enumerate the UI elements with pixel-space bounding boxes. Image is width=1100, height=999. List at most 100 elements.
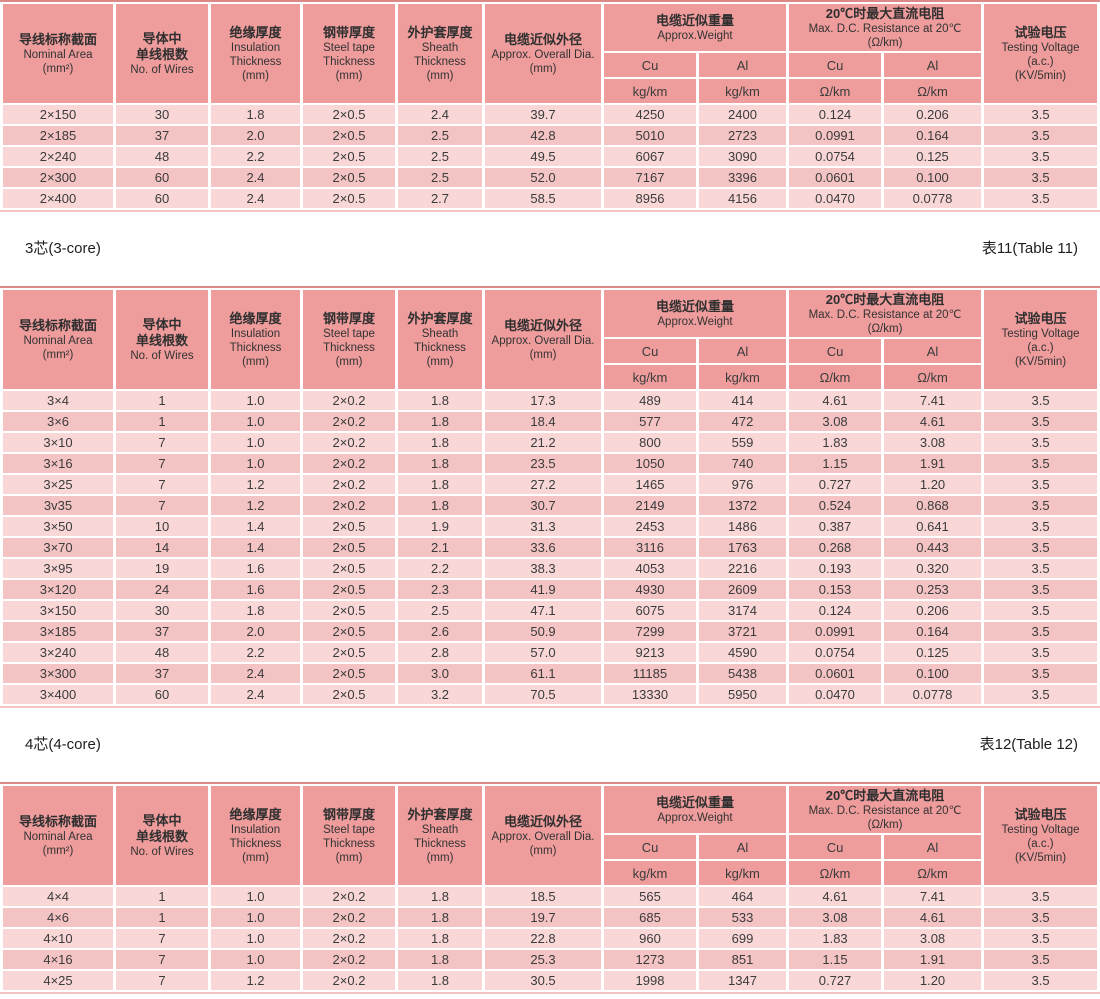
cell-testing-voltage: 3.5 [984, 517, 1098, 536]
header-weight-group: 电缆近似重量 Approx.Weight [604, 290, 787, 337]
cell-testing-voltage: 3.5 [984, 105, 1098, 124]
cell-insulation-thickness: 1.2 [211, 475, 300, 494]
cell-steel-tape-thickness: 2×0.2 [303, 887, 395, 906]
cell-sheath-thickness: 3.0 [398, 664, 482, 683]
cell-sheath-thickness: 1.8 [398, 391, 482, 410]
header-insulation-thickness: 绝缘厚度 Insulation Thickness (mm) [211, 290, 300, 389]
cell-overall-dia: 18.4 [485, 412, 601, 431]
cell-weight-cu: 6075 [604, 601, 696, 620]
cell-weight-cu: 3116 [604, 538, 696, 557]
cell-resistance-al: 0.253 [884, 580, 982, 599]
cell-sheath-thickness: 1.8 [398, 929, 482, 948]
cell-steel-tape-thickness: 2×0.2 [303, 475, 395, 494]
cell-sheath-thickness: 2.2 [398, 559, 482, 578]
cell-testing-voltage: 3.5 [984, 126, 1098, 145]
header-resistance-group: 20℃时最大直流电阻 Max. D.C. Resistance at 20℃ (… [789, 4, 982, 51]
section-bar: 4芯(4-core) 表12(Table 12) [0, 734, 1100, 756]
header-resistance-al: Al [884, 339, 982, 363]
cell-nominal-area: 2×240 [3, 147, 113, 166]
cell-resistance-al: 0.100 [884, 664, 982, 683]
cell-steel-tape-thickness: 2×0.5 [303, 538, 395, 557]
table-row: 3×50 10 1.4 2×0.5 1.9 31.3 2453 1486 0.3… [3, 517, 1098, 536]
header-sheath-thickness: 外护套厚度 Sheath Thickness (mm) [398, 786, 482, 885]
cell-resistance-cu: 0.0601 [789, 168, 882, 187]
cell-steel-tape-thickness: 2×0.2 [303, 908, 395, 927]
cell-testing-voltage: 3.5 [984, 189, 1098, 208]
cell-testing-voltage: 3.5 [984, 601, 1098, 620]
cable-table-wrap: 导线标称截面 Nominal Area (mm²) 导体中 单线根数 No. o… [0, 0, 1100, 212]
header-steel-tape-thickness: 钢带厚度 Steel tape Thickness (mm) [303, 4, 395, 103]
cell-testing-voltage: 3.5 [984, 496, 1098, 515]
cell-weight-al: 740 [699, 454, 787, 473]
cell-weight-al: 851 [699, 950, 787, 969]
cell-sheath-thickness: 1.8 [398, 887, 482, 906]
cell-resistance-cu: 0.0470 [789, 189, 882, 208]
cell-weight-cu: 4250 [604, 105, 696, 124]
cell-insulation-thickness: 1.8 [211, 601, 300, 620]
cell-weight-cu: 577 [604, 412, 696, 431]
table-row: 2×185 37 2.0 2×0.5 2.5 42.8 5010 2723 0.… [3, 126, 1098, 145]
cell-resistance-cu: 0.0601 [789, 664, 882, 683]
cell-overall-dia: 61.1 [485, 664, 601, 683]
cell-resistance-cu: 0.0991 [789, 126, 882, 145]
section-bar: 3芯(3-core) 表11(Table 11) [0, 238, 1100, 260]
cell-weight-al: 699 [699, 929, 787, 948]
cell-weight-al: 3174 [699, 601, 787, 620]
header-no-of-wires: 导体中 单线根数 No. of Wires [116, 290, 208, 389]
cell-steel-tape-thickness: 2×0.5 [303, 517, 395, 536]
cell-testing-voltage: 3.5 [984, 622, 1098, 641]
table-row: 2×400 60 2.4 2×0.5 2.7 58.5 8956 4156 0.… [3, 189, 1098, 208]
cell-resistance-al: 4.61 [884, 412, 982, 431]
cell-nominal-area: 4×6 [3, 908, 113, 927]
header-overall-dia: 电缆近似外径 Approx. Overall Dia. (mm) [485, 290, 601, 389]
cell-insulation-thickness: 2.4 [211, 189, 300, 208]
cell-nominal-area: 3×95 [3, 559, 113, 578]
cell-sheath-thickness: 1.8 [398, 496, 482, 515]
cell-nominal-area: 3×6 [3, 412, 113, 431]
cell-sheath-thickness: 1.8 [398, 475, 482, 494]
cell-no-of-wires: 37 [116, 126, 208, 145]
cell-no-of-wires: 30 [116, 105, 208, 124]
cell-nominal-area: 4×16 [3, 950, 113, 969]
table-row: 3×16 7 1.0 2×0.2 1.8 23.5 1050 740 1.15 … [3, 454, 1098, 473]
header-no-of-wires: 导体中 单线根数 No. of Wires [116, 786, 208, 885]
table-row: 3×25 7 1.2 2×0.2 1.8 27.2 1465 976 0.727… [3, 475, 1098, 494]
cell-no-of-wires: 7 [116, 971, 208, 990]
cell-sheath-thickness: 1.8 [398, 433, 482, 452]
cell-testing-voltage: 3.5 [984, 887, 1098, 906]
cell-resistance-cu: 4.61 [789, 391, 882, 410]
cell-insulation-thickness: 1.2 [211, 971, 300, 990]
table-row: 3×185 37 2.0 2×0.5 2.6 50.9 7299 3721 0.… [3, 622, 1098, 641]
cell-no-of-wires: 19 [116, 559, 208, 578]
cell-resistance-al: 0.206 [884, 601, 982, 620]
header-weight-al-unit: kg/km [699, 861, 787, 885]
cell-no-of-wires: 7 [116, 433, 208, 452]
cell-steel-tape-thickness: 2×0.5 [303, 559, 395, 578]
cell-weight-al: 5438 [699, 664, 787, 683]
header-nominal-area: 导线标称截面 Nominal Area (mm²) [3, 786, 113, 885]
header-resistance-cu: Cu [789, 339, 882, 363]
cell-insulation-thickness: 1.8 [211, 105, 300, 124]
cell-resistance-cu: 0.727 [789, 475, 882, 494]
cell-weight-cu: 13330 [604, 685, 696, 704]
cell-resistance-cu: 0.0470 [789, 685, 882, 704]
cell-overall-dia: 21.2 [485, 433, 601, 452]
cell-sheath-thickness: 2.7 [398, 189, 482, 208]
header-weight-cu: Cu [604, 835, 696, 859]
cable-spec-table: 导线标称截面 Nominal Area (mm²) 导体中 单线根数 No. o… [0, 2, 1100, 210]
cell-resistance-al: 0.868 [884, 496, 982, 515]
cell-weight-al: 1372 [699, 496, 787, 515]
cell-weight-cu: 8956 [604, 189, 696, 208]
header-steel-tape-thickness: 钢带厚度 Steel tape Thickness (mm) [303, 786, 395, 885]
cell-weight-al: 2609 [699, 580, 787, 599]
header-resistance-al-unit: Ω/km [884, 861, 982, 885]
cell-weight-al: 533 [699, 908, 787, 927]
cell-weight-cu: 7167 [604, 168, 696, 187]
table-body: 3×4 1 1.0 2×0.2 1.8 17.3 489 414 4.61 7.… [3, 391, 1098, 704]
cell-resistance-al: 0.100 [884, 168, 982, 187]
cell-weight-cu: 800 [604, 433, 696, 452]
cell-nominal-area: 4×10 [3, 929, 113, 948]
header-weight-al: Al [699, 835, 787, 859]
cell-weight-al: 3721 [699, 622, 787, 641]
cell-testing-voltage: 3.5 [984, 908, 1098, 927]
